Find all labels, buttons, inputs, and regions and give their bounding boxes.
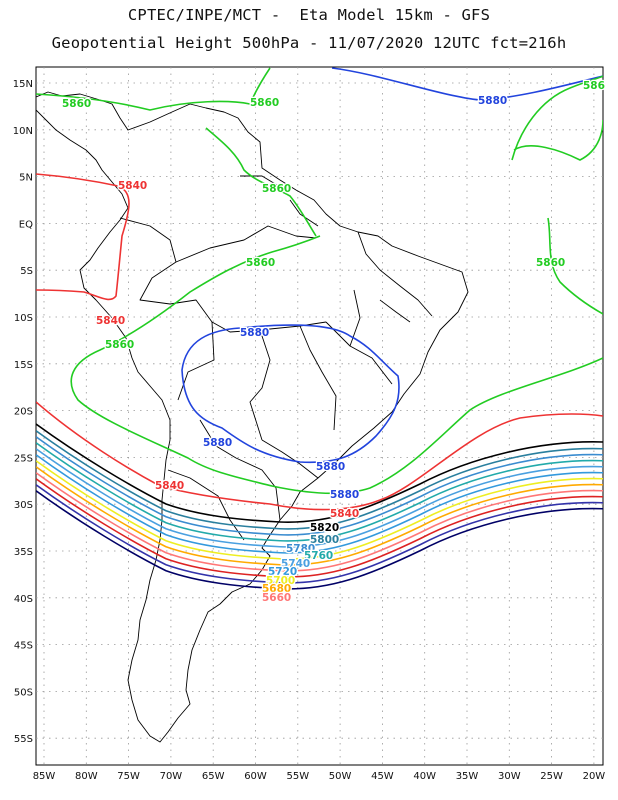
longitude-label: 20W [583,771,606,782]
map-frame [35,66,604,766]
contour-5860-east-loop [511,75,603,161]
longitude-label: 25W [540,771,563,782]
latitude-label: 10S [14,313,33,324]
label-5840-c: 5840 [155,480,184,492]
label-5660: 5660 [262,592,291,604]
latitude-label: 50S [14,687,33,698]
contour-5740 [36,448,603,548]
longitude-label: 65W [202,771,225,782]
latitude-label: 15S [14,360,33,371]
latitude-label: 45S [14,641,33,652]
label-5860-f: 5860 [105,339,134,351]
contour-5720 [36,454,603,554]
label-5880-d: 5880 [316,461,345,473]
longitude-label: 30W [498,771,521,782]
contour-5600 [36,490,603,590]
latitude-label: 10N [13,126,33,137]
coastline [36,91,469,743]
chart-title-line-2: Geopotential Height 500hPa - 11/07/2020 … [51,34,567,52]
contour-5780 [36,436,603,536]
label-5860-b: 5860 [250,97,279,109]
contour-5880-central [181,324,400,464]
latitude-label: 5S [20,266,33,277]
label-5860-a: 5860 [62,98,91,110]
label-5780: 5780 [286,543,315,555]
label-5880-a: 5880 [478,95,507,107]
longitude-label: 40W [413,771,436,782]
contour-5800 [36,430,603,530]
latitude-labels: 15N 10N 5N EQ 5S 10S 15S 20S 25S 30S 35S 40S 45S 50S 5… [13,79,33,745]
label-5860-e: 5860 [536,257,565,269]
longitude-label: 75W [117,771,140,782]
longitude-label: 70W [160,771,183,782]
label-5760: 5760 [304,550,333,562]
contour-5840-north [36,173,130,301]
label-5740: 5740 [281,558,310,570]
label-5840-b: 5840 [96,315,125,327]
longitude-label: 80W [75,771,98,782]
longitude-label: 85W [33,771,56,782]
contour-5700 [36,460,603,560]
longitude-labels: 85W 80W 75W 70W 65W 60W 55W 50W 45W 40W 35W 30W 25W 2… [33,771,606,782]
label-5880-b: 5880 [240,327,269,339]
contour-5860-loop [70,235,603,495]
label-5700: 5700 [266,575,295,587]
contour-5860-north [36,67,271,111]
label-5860-d: 5860 [246,257,275,269]
label-5880-e: 5880 [330,489,359,501]
longitude-label: 55W [286,771,309,782]
contour-5840-south [36,401,603,511]
contour-5660 [36,472,603,572]
label-5840-a: 5840 [118,180,147,192]
label-5860-g: 586 [583,80,605,92]
label-5860-c: 5860 [262,183,291,195]
contour-5880-north [331,67,603,101]
contour-5640 [36,478,603,578]
label-5840-d: 5840 [330,508,359,520]
latitude-label: 20S [14,407,33,418]
latitude-label: 35S [14,547,33,558]
contour-lines [36,67,603,590]
longitude-label: 50W [329,771,352,782]
chart-title-line-1: CPTEC/INPE/MCT - Eta Model 15km - GFS [127,6,491,24]
label-5720: 5720 [268,566,297,578]
contour-5620 [36,484,603,584]
contour-5860-east-top [513,119,603,161]
latitude-label: 30S [14,500,33,511]
contour-5680 [36,466,603,566]
latitude-label: 15N [13,79,33,90]
latitude-label: 5N [19,173,33,184]
longitude-label: 35W [456,771,479,782]
contour-5860-east [547,217,603,315]
longitude-label: 45W [371,771,394,782]
latitude-label: 25S [14,453,33,464]
contour-5860-amazon [205,127,317,237]
label-5800: 5800 [310,534,339,546]
longitude-label: 60W [244,771,267,782]
label-5820: 5820 [310,522,339,534]
contour-5760 [36,442,603,542]
latitude-label: 55S [14,734,33,745]
label-5880-c: 5880 [203,437,232,449]
latitude-label: 40S [14,594,33,605]
latitude-label: EQ [19,219,33,230]
label-5680: 5680 [262,583,291,595]
contour-labels: 5860 5860 5880 586 5840 5860 5860 5860 5… [61,79,606,606]
contour-5820 [36,423,603,523]
